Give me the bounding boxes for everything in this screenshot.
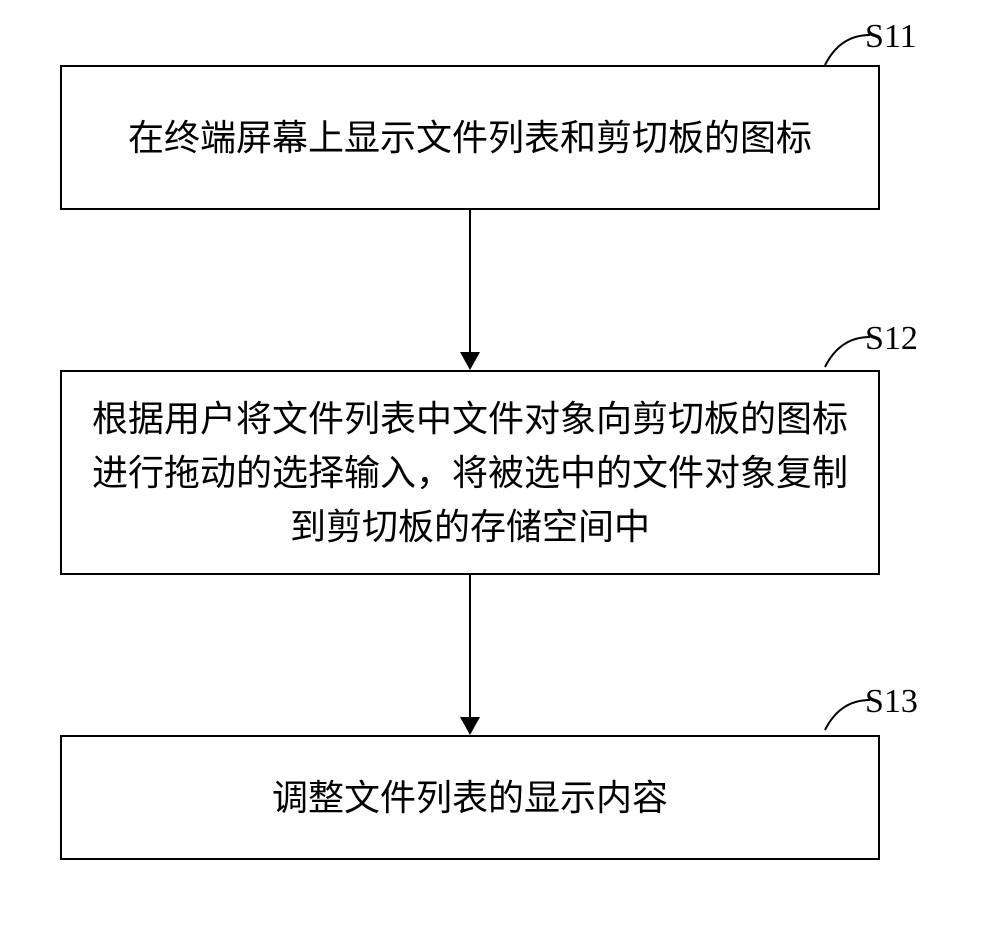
flowchart-step-s13: 调整文件列表的显示内容 <box>60 735 880 860</box>
label-connector-s12 <box>820 332 880 372</box>
step-s12-text: 根据用户将文件列表中文件对象向剪切板的图标进行拖动的选择输入，将被选中的文件对象… <box>87 392 853 554</box>
flowchart-step-s12: 根据用户将文件列表中文件对象向剪切板的图标进行拖动的选择输入，将被选中的文件对象… <box>60 370 880 575</box>
arrow-2-head <box>460 717 480 735</box>
label-connector-s13 <box>820 695 880 735</box>
flowchart-container: 在终端屏幕上显示文件列表和剪切板的图标 S11 根据用户将文件列表中文件对象向剪… <box>0 0 1000 925</box>
label-connector-s11 <box>820 30 880 70</box>
step-s11-text: 在终端屏幕上显示文件列表和剪切板的图标 <box>128 111 812 165</box>
arrow-2-line <box>469 575 471 717</box>
arrow-1-head <box>460 352 480 370</box>
step-s13-text: 调整文件列表的显示内容 <box>272 771 668 825</box>
arrow-1-line <box>469 210 471 352</box>
flowchart-step-s11: 在终端屏幕上显示文件列表和剪切板的图标 <box>60 65 880 210</box>
